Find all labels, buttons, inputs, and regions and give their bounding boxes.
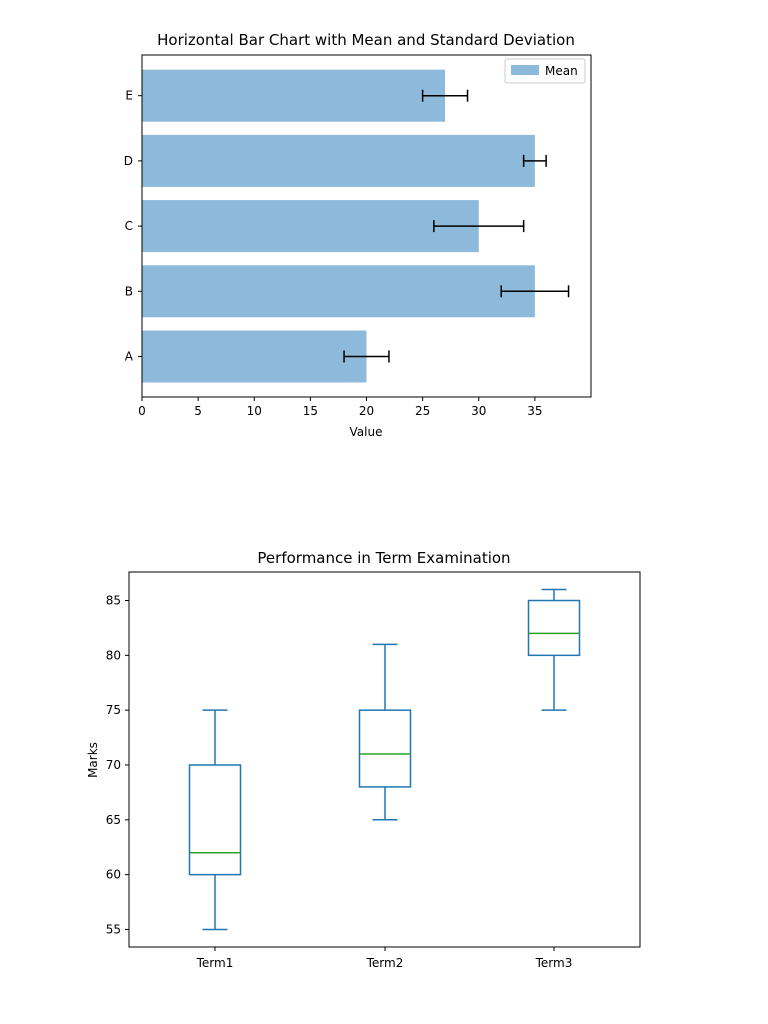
chart-title: Performance in Term Examination <box>257 549 510 567</box>
bar-c <box>142 200 479 253</box>
y-tick-label: 55 <box>106 922 121 936</box>
legend-label: Mean <box>545 64 578 78</box>
x-axis-label: Value <box>350 425 383 439</box>
x-tick-label: 25 <box>415 404 430 418</box>
x-axis: Term1 Term2 Term3 <box>196 947 573 970</box>
box-iqr <box>188 764 242 876</box>
legend-swatch <box>511 65 539 75</box>
y-tick-label: 65 <box>106 813 121 827</box>
bar-chart: Horizontal Bar Chart with Mean and Stand… <box>124 31 592 439</box>
chart-title: Horizontal Bar Chart with Mean and Stand… <box>157 31 575 49</box>
y-axis-label: Marks <box>86 742 100 778</box>
bar-b <box>142 265 535 318</box>
box-term2 <box>358 643 412 821</box>
x-tick-label: 15 <box>303 404 318 418</box>
x-axis: 0 5 10 15 20 25 30 35 <box>138 397 543 418</box>
box-term3 <box>527 588 581 711</box>
y-tick-label: E <box>125 89 133 103</box>
bar-a <box>142 330 367 383</box>
box-iqr <box>527 599 581 657</box>
y-tick-label: C <box>125 219 133 233</box>
x-tick-label: 20 <box>359 404 374 418</box>
y-tick-label: D <box>124 154 133 168</box>
y-axis: A B C D E <box>124 89 142 364</box>
error-bars <box>343 89 570 363</box>
x-tick-label: 10 <box>247 404 262 418</box>
x-tick-label: Term3 <box>535 956 573 970</box>
y-tick-label: 70 <box>106 758 121 772</box>
bar-e <box>142 69 446 122</box>
legend: Mean <box>504 58 586 84</box>
box-plot-chart: Performance in Term Examination 55 60 65 70… <box>86 549 641 970</box>
box-marks <box>188 588 581 931</box>
y-tick-label: 75 <box>106 703 121 717</box>
bar-marks <box>142 69 535 383</box>
y-tick-label: 60 <box>106 868 121 882</box>
plot-frame <box>128 571 641 948</box>
y-tick-label: 85 <box>106 594 121 608</box>
y-tick-label: 80 <box>106 648 121 662</box>
x-tick-label: 30 <box>471 404 486 418</box>
box-term1 <box>188 709 242 931</box>
x-tick-label: 0 <box>138 404 146 418</box>
box-iqr <box>358 709 412 788</box>
x-tick-label: Term2 <box>366 956 404 970</box>
x-tick-label: Term1 <box>196 956 234 970</box>
y-tick-label: A <box>125 350 134 364</box>
y-axis: 55 60 65 70 75 80 85 <box>106 594 129 936</box>
x-tick-label: 5 <box>194 404 202 418</box>
y-tick-label: B <box>125 284 133 298</box>
x-tick-label: 35 <box>527 404 542 418</box>
bar-d <box>142 134 535 187</box>
